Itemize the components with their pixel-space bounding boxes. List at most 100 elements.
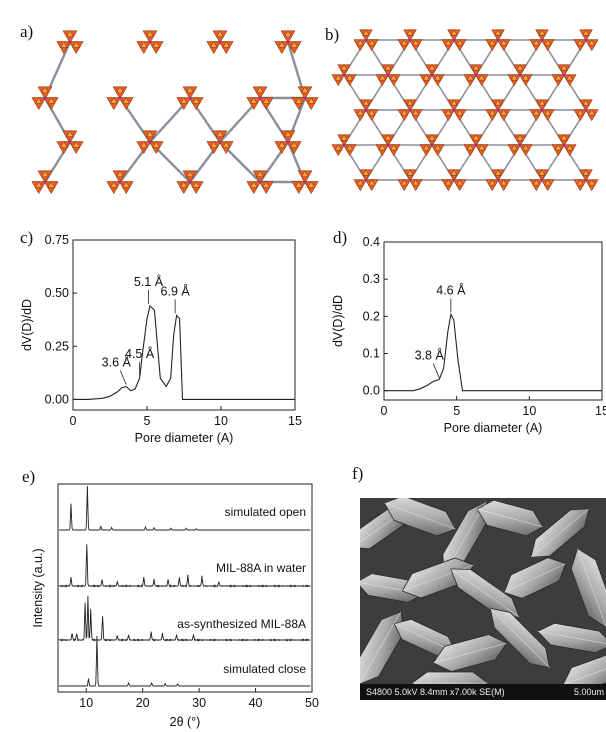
metal-cluster: [397, 29, 423, 52]
metal-cluster: [375, 134, 401, 157]
metal-cluster: [397, 99, 423, 122]
xrd-series: [59, 635, 311, 687]
metal-cluster: [441, 29, 467, 52]
y-axis-label: Intensity (a.u.): [31, 548, 45, 627]
annotation-leader: [432, 363, 440, 378]
metal-cluster: [353, 29, 379, 52]
x-tick-label: 5: [453, 404, 460, 418]
metal-cluster: [507, 134, 533, 157]
xrd-series: [58, 595, 311, 642]
crystal: [503, 557, 567, 599]
x-axis-label: 2θ (°): [170, 715, 201, 729]
plot-frame: [383, 241, 603, 401]
y-axis-label: dV(D)/dD: [20, 299, 34, 351]
metal-cluster: [573, 99, 599, 122]
peak-annotation: 3.6 Å: [102, 355, 132, 370]
pore-size-chart-c: 0 5 10 15 0.00 0.25 0.50 0.75 Pore diameter (A) d…: [20, 233, 302, 445]
peak-annotation: 3.8 Å: [415, 348, 445, 363]
crystal: [562, 653, 606, 684]
crystal: [476, 499, 544, 537]
panel-label-f: f): [352, 464, 364, 483]
x-tick-label: 50: [305, 696, 319, 710]
metal-cluster: [573, 29, 599, 52]
crystal: [536, 622, 606, 654]
x-tick-label: 15: [595, 404, 606, 418]
panel-label-e: e): [22, 467, 36, 486]
metal-cluster: [331, 134, 357, 157]
xrd-pattern-chart: 10 20 30 40 50 2θ (°) Intensity (a.u.) simulate…: [31, 483, 319, 729]
x-tick-label: 10: [79, 696, 93, 710]
metal-cluster: [56, 130, 84, 155]
metal-cluster: [485, 99, 511, 122]
y-tick-label: 0.3: [363, 272, 380, 286]
metal-cluster: [291, 86, 319, 111]
metal-cluster: [136, 30, 164, 55]
metal-cluster: [507, 64, 533, 87]
metal-cluster: [106, 86, 134, 111]
metal-cluster: [529, 29, 555, 52]
metal-cluster: [206, 30, 234, 55]
plot-frame: [57, 483, 313, 693]
series-label: simulated open: [225, 505, 306, 519]
metal-cluster: [56, 30, 84, 55]
sem-scale-label: 5.00um: [573, 687, 604, 697]
panel-label-a: a): [20, 22, 34, 41]
metal-cluster: [485, 29, 511, 52]
metal-cluster: [274, 30, 302, 55]
y-tick-label: 0.0: [363, 384, 380, 398]
y-axis-label: dV(D)/dD: [331, 295, 345, 347]
sem-micrograph: [360, 498, 606, 684]
peak-annotation: 4.5 Å: [125, 346, 155, 361]
y-tick-label: 0.2: [363, 309, 380, 323]
metal-cluster: [573, 169, 599, 192]
series-label: simulated close: [223, 662, 306, 676]
metal-cluster: [176, 86, 204, 111]
y-tick-label: 0.4: [363, 235, 380, 249]
metal-cluster: [375, 64, 401, 87]
crystal: [411, 671, 489, 684]
y-tick-label: 0.75: [45, 233, 69, 247]
metal-cluster: [529, 169, 555, 192]
metal-cluster: [331, 64, 357, 87]
crystal: [570, 547, 606, 629]
metal-cluster: [246, 86, 274, 111]
crystal: [432, 634, 508, 672]
metal-cluster: [246, 170, 274, 195]
panel-label-d: d): [333, 228, 348, 247]
x-tick-label: 20: [136, 696, 150, 710]
metal-cluster: [551, 64, 577, 87]
metal-cluster: [441, 169, 467, 192]
crystal: [489, 607, 551, 669]
metal-cluster: [441, 99, 467, 122]
x-tick-label: 10: [214, 414, 228, 428]
sem-caption: S4800 5.0kV 8.4mm x7.00k SE(M): [366, 687, 505, 697]
x-tick-label: 40: [249, 696, 263, 710]
x-axis-label: Pore diameter (A): [444, 421, 543, 435]
crystal: [449, 568, 521, 618]
metal-cluster: [551, 134, 577, 157]
x-axis-label: Pore diameter (A): [135, 431, 234, 445]
metal-cluster: [353, 99, 379, 122]
metal-cluster: [419, 64, 445, 87]
y-tick-label: 0.00: [45, 392, 69, 406]
metal-cluster: [419, 134, 445, 157]
panel-label-c: c): [20, 228, 34, 247]
x-tick-label: 10: [522, 404, 536, 418]
metal-cluster: [206, 130, 234, 155]
x-tick-label: 5: [144, 414, 151, 428]
metal-cluster: [353, 169, 379, 192]
crystal: [383, 498, 457, 537]
distribution-curve: [384, 312, 602, 392]
open-framework-structure: [31, 30, 319, 195]
plot-frame: [72, 239, 296, 411]
series-label: MIL-88A in water: [216, 561, 306, 575]
metal-cluster: [291, 170, 319, 195]
y-tick-label: 0.50: [45, 286, 69, 300]
x-tick-label: 0: [70, 414, 77, 428]
metal-cluster: [397, 169, 423, 192]
peak-annotation: 6.9 Å: [161, 283, 191, 298]
x-tick-label: 0: [381, 404, 388, 418]
y-tick-label: 0.25: [45, 339, 69, 353]
series-label: as-synthesized MIL-88A: [177, 617, 306, 631]
y-tick-label: 0.1: [363, 347, 380, 361]
